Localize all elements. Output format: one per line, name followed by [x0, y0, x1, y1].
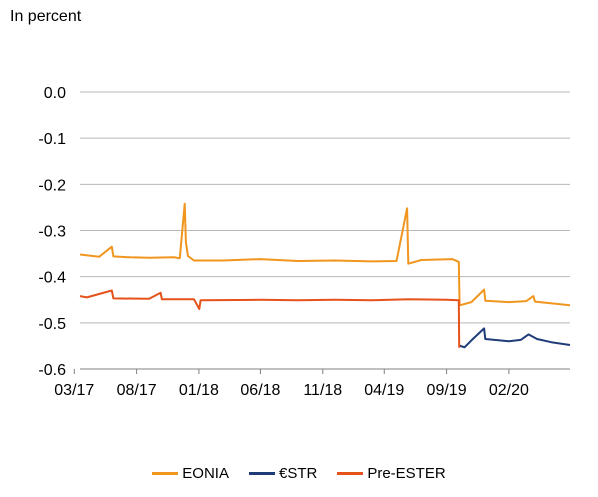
x-tick-label: 11/18 — [303, 382, 342, 399]
legend-swatch — [337, 472, 364, 475]
x-tick-label: 03/17 — [54, 382, 94, 399]
series-lines — [79, 202, 571, 349]
legend-label: €STR — [278, 465, 318, 482]
y-tick-label: -0.6 — [38, 362, 66, 379]
line-chart: 0.0 -0.1 -0.2 -0.3 -0.4 -0.5 -0.6 03/17 08/17 01… — [38, 85, 571, 399]
x-tick-label: 01/18 — [179, 382, 219, 399]
gridlines — [80, 91, 570, 324]
legend: EONIA €STR Pre-ESTER — [0, 465, 598, 482]
legend-swatch — [152, 472, 179, 475]
y-axis-unit-label: In percent — [10, 8, 82, 25]
legend-item: Pre-ESTER — [337, 465, 446, 482]
y-tick-label: 0.0 — [44, 85, 66, 102]
y-tick-label: -0.2 — [38, 177, 66, 194]
x-tick-label: 06/18 — [240, 382, 280, 399]
x-tick-label: 04/19 — [364, 382, 404, 399]
legend-swatch — [248, 472, 275, 475]
legend-item: EONIA — [152, 465, 229, 482]
y-tick-label: -0.4 — [38, 270, 66, 287]
series-line-eonia — [79, 202, 571, 307]
x-tick-label: 08/17 — [117, 382, 157, 399]
legend-item: €STR — [248, 465, 318, 482]
y-tick-label: -0.1 — [38, 131, 66, 148]
x-tick-label: 09/19 — [427, 382, 467, 399]
x-tick-label: 02/20 — [489, 382, 529, 399]
y-tick-label: -0.3 — [38, 224, 66, 241]
legend-label: Pre-ESTER — [367, 465, 446, 482]
y-tick-label: -0.5 — [38, 316, 66, 333]
y-axis-ticks: 0.0 -0.1 -0.2 -0.3 -0.4 -0.5 -0.6 — [38, 85, 66, 379]
legend-label: EONIA — [182, 465, 229, 482]
x-axis: 03/17 08/17 01/18 06/18 11/18 04/19 09/19 02/20 — [54, 368, 570, 399]
series-line-str — [458, 327, 571, 349]
series-line-pre-ester — [79, 289, 461, 348]
